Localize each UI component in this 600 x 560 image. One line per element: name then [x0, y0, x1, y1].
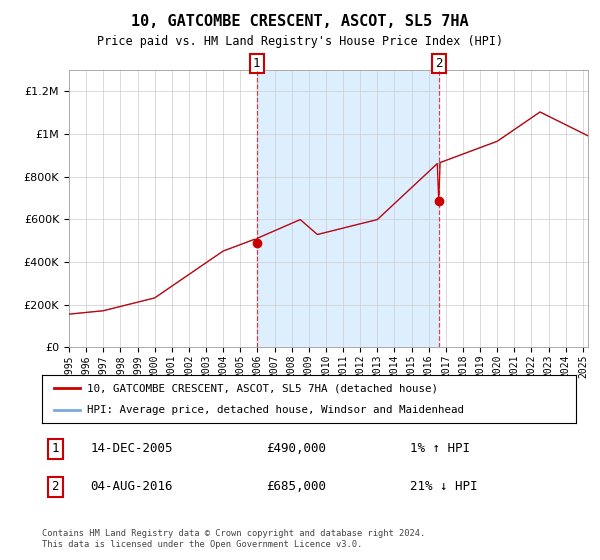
Text: 1: 1 — [52, 442, 59, 455]
Text: 1% ↑ HPI: 1% ↑ HPI — [410, 442, 470, 455]
Text: 14-DEC-2005: 14-DEC-2005 — [90, 442, 173, 455]
Text: 2: 2 — [435, 57, 442, 70]
Text: 04-AUG-2016: 04-AUG-2016 — [90, 480, 173, 493]
Text: 10, GATCOMBE CRESCENT, ASCOT, SL5 7HA: 10, GATCOMBE CRESCENT, ASCOT, SL5 7HA — [131, 14, 469, 29]
Text: 1: 1 — [253, 57, 260, 70]
Text: Contains HM Land Registry data © Crown copyright and database right 2024.
This d: Contains HM Land Registry data © Crown c… — [42, 529, 425, 549]
Text: 10, GATCOMBE CRESCENT, ASCOT, SL5 7HA (detached house): 10, GATCOMBE CRESCENT, ASCOT, SL5 7HA (d… — [88, 383, 439, 393]
Text: £490,000: £490,000 — [266, 442, 326, 455]
Text: HPI: Average price, detached house, Windsor and Maidenhead: HPI: Average price, detached house, Wind… — [88, 405, 464, 415]
Text: 2: 2 — [52, 480, 59, 493]
Bar — [257, 70, 439, 347]
Text: 21% ↓ HPI: 21% ↓ HPI — [410, 480, 478, 493]
Text: Price paid vs. HM Land Registry's House Price Index (HPI): Price paid vs. HM Land Registry's House … — [97, 35, 503, 48]
Text: £685,000: £685,000 — [266, 480, 326, 493]
